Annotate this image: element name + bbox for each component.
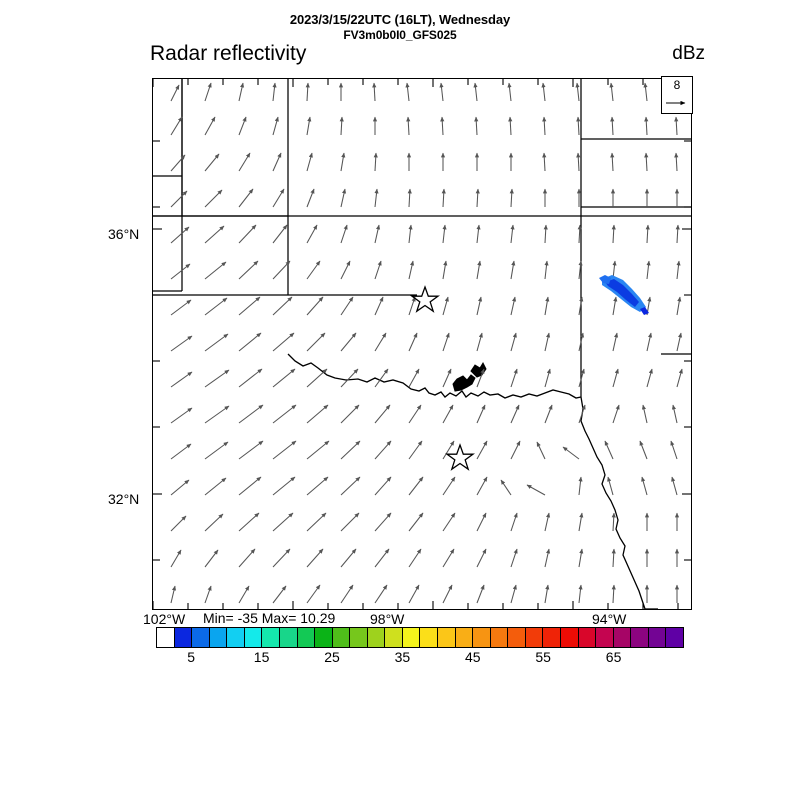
colorbar-swatch-9[interactable] (315, 628, 333, 647)
colorbar-swatch-0[interactable] (157, 628, 175, 647)
colorbar-swatch-22[interactable] (543, 628, 561, 647)
title-model: FV3m0b0I0_GFS025 (343, 28, 457, 42)
station-marker-north (410, 285, 440, 313)
colorbar-swatch-16[interactable] (438, 628, 456, 647)
colorbar-swatch-3[interactable] (209, 628, 228, 647)
colorbar-tick-55: 55 (535, 649, 551, 665)
page-title: Radar reflectivity (150, 42, 307, 65)
colorbar-tick-65: 65 (605, 649, 622, 665)
colorbar-swatch-15[interactable] (420, 628, 438, 647)
lon-label-94w: 94°W (592, 611, 627, 627)
title-date: 2023/3/15/22UTC (16LT), Wednesday (289, 12, 511, 27)
colorbar-swatch-1[interactable] (174, 628, 193, 647)
lat-label-32n: 32°N (108, 491, 140, 507)
colorbar-swatch-23[interactable] (560, 628, 579, 647)
colorbar-swatch-11[interactable] (350, 628, 368, 647)
colorbar-swatch-13[interactable] (385, 628, 403, 647)
wind-vector-legend: 8 (661, 76, 693, 114)
wind-vector-field (170, 82, 683, 604)
unit-label: dBz (672, 43, 705, 64)
colorbar-tick-15: 15 (253, 649, 270, 665)
station-markers[interactable] (410, 285, 475, 471)
red-river-border (287, 353, 582, 399)
colorbar-swatch-29[interactable] (666, 628, 683, 647)
lon-label-98w: 98°W (370, 611, 405, 627)
lat-label-36n: 36°N (108, 226, 140, 242)
colorbar-swatch-6[interactable] (262, 628, 280, 647)
minmax-stats: Min= -35 Max= 10.29 (203, 610, 336, 626)
colorbar-swatch-5[interactable] (244, 628, 263, 647)
frame-ticks (153, 79, 691, 609)
colorbar-tick-25: 25 (324, 649, 340, 665)
colorbar-swatch-19[interactable] (490, 628, 509, 647)
colorbar-tick-5: 5 (187, 649, 196, 665)
colorbar-swatch-18[interactable] (473, 628, 491, 647)
colorbar-tick-35: 35 (394, 649, 411, 665)
colorbar-swatch-27[interactable] (631, 628, 649, 647)
colorbar-swatch-14[interactable] (402, 628, 421, 647)
colorbar-swatch-8[interactable] (297, 628, 316, 647)
wind-vector-arrow-icon (666, 100, 686, 106)
wind-vector-legend-value: 8 (673, 78, 681, 92)
colorbar[interactable] (156, 627, 684, 648)
colorbar-swatch-2[interactable] (192, 628, 210, 647)
colorbar-swatch-12[interactable] (367, 628, 386, 647)
colorbar-swatch-25[interactable] (596, 628, 614, 647)
colorbar-swatch-7[interactable] (279, 628, 298, 647)
state-boundaries (153, 79, 691, 397)
colorbar-swatch-10[interactable] (332, 628, 351, 647)
colorbar-tick-labels: 5 15 25 35 45 55 65 (156, 649, 684, 667)
colorbar-swatch-28[interactable] (648, 628, 667, 647)
colorbar-swatch-24[interactable] (578, 628, 597, 647)
colorbar-swatch-26[interactable] (613, 628, 632, 647)
lon-label-102w: 102°W (143, 611, 186, 627)
colorbar-swatch-17[interactable] (455, 628, 474, 647)
radar-map-canvas (153, 79, 691, 609)
colorbar-swatches[interactable] (156, 627, 684, 648)
reflectivity-echo-cell (599, 275, 649, 315)
chart-header: 2023/3/15/22UTC (16LT), Wednesday FV3m0b… (0, 0, 800, 70)
colorbar-swatch-4[interactable] (227, 628, 245, 647)
radar-map-panel[interactable] (152, 78, 692, 610)
texas-east-border (580, 396, 658, 609)
colorbar-swatch-20[interactable] (508, 628, 526, 647)
station-marker-south (445, 443, 475, 471)
colorbar-swatch-21[interactable] (525, 628, 544, 647)
colorbar-tick-45: 45 (465, 649, 481, 665)
